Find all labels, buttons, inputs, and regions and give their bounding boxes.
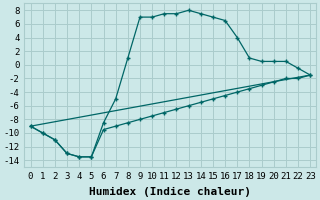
X-axis label: Humidex (Indice chaleur): Humidex (Indice chaleur): [89, 186, 252, 197]
